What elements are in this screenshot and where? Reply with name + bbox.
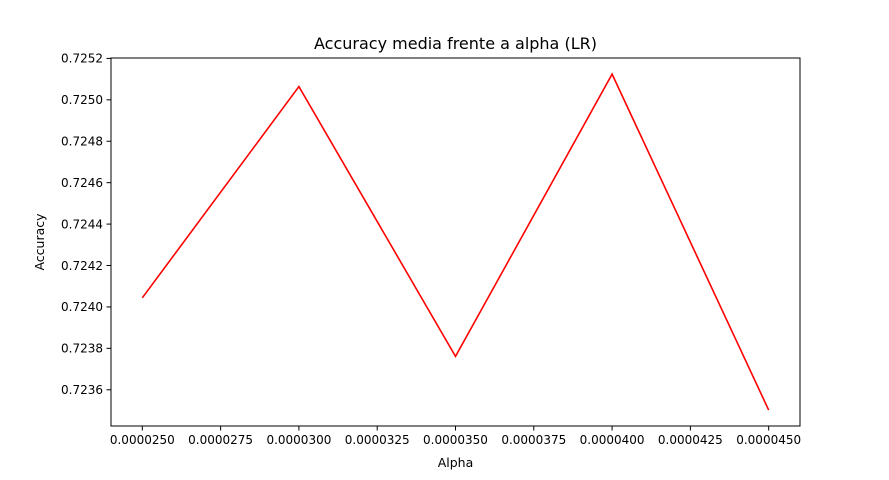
x-tick-label: 0.0000350 (423, 433, 488, 447)
y-tick-label: 0.7240 (61, 300, 103, 314)
series-line (141, 72, 770, 411)
y-tick-label: 0.7248 (61, 135, 103, 149)
y-tick-label: 0.7246 (61, 176, 103, 190)
x-axis-label: Alpha (438, 455, 474, 470)
x-tick-label: 0.0000400 (580, 433, 645, 447)
x-tick-label: 0.0000250 (110, 433, 175, 447)
x-tick-label: 0.0000300 (266, 433, 331, 447)
x-tick-label: 0.0000375 (501, 433, 566, 447)
x-tick-label: 0.0000425 (658, 433, 723, 447)
x-tick-label: 0.0000450 (736, 433, 801, 447)
y-tick-label: 0.7250 (61, 93, 103, 107)
x-tick-label: 0.0000325 (345, 433, 410, 447)
y-tick-label: 0.7236 (61, 383, 103, 397)
y-axis-label: Accuracy (32, 213, 47, 271)
x-tick-label: 0.0000275 (188, 433, 253, 447)
y-tick-label: 0.7252 (61, 52, 103, 66)
y-axis: 0.7236 0.7238 0.7240 0.7242 0.7244 0.7246 0.72… (61, 52, 111, 397)
series-layer (141, 72, 770, 411)
chart-title: Accuracy media frente a alpha (LR) (314, 34, 597, 53)
x-axis: 0.0000250 0.0000275 0.0000300 0.0000325 0.00… (110, 426, 801, 447)
y-tick-label: 0.7238 (61, 342, 103, 356)
y-tick-label: 0.7244 (61, 217, 103, 231)
y-tick-label: 0.7242 (61, 259, 103, 273)
